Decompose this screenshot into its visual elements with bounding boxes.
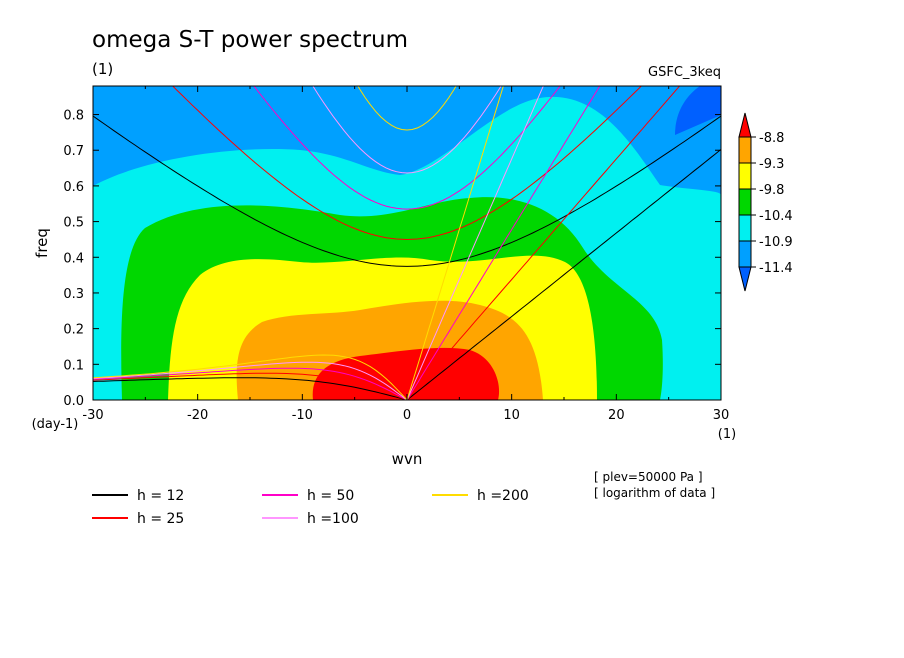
colorbar-swatch [738, 240, 752, 268]
colorbar-swatch [738, 162, 752, 190]
y-tick-label: 0.1 [63, 358, 84, 373]
x-tick-label: 10 [503, 408, 520, 423]
x-tick-label: -20 [187, 408, 208, 423]
y-tick-label: 0.0 [63, 394, 84, 409]
kelvin-curve [406, 86, 504, 400]
x-tick-label: 20 [608, 408, 625, 423]
gravity-curve [357, 86, 457, 131]
legend-label: h = 25 [137, 511, 184, 527]
chart-subtitle-right: GSFC_3keq [648, 65, 721, 80]
x-tick-label: -30 [82, 408, 103, 423]
colorbar-label: -9.8 [759, 183, 784, 198]
x-tick-label: 0 [403, 408, 411, 423]
rossby-curve [93, 361, 408, 400]
legend-label: h = 50 [307, 488, 354, 504]
y-tick-label: 0.6 [63, 180, 84, 195]
colorbar-swatch [738, 188, 752, 216]
colorbar-label: -8.8 [759, 131, 784, 146]
kelvin-curve [406, 86, 681, 400]
note-logarithm: [ logarithm of data ] [594, 486, 715, 500]
gravity-curve [171, 86, 643, 241]
colorbar-label: -9.3 [759, 157, 784, 172]
colorbar-bottom-arrow [738, 266, 752, 292]
y-tick-label: 0.3 [63, 287, 84, 302]
kelvin-curve [406, 149, 721, 400]
y-tick-label: 0.5 [63, 216, 84, 231]
y-tick-label: 0.2 [63, 323, 84, 338]
x-tick-label: -10 [292, 408, 313, 423]
y-axis-label: freq [33, 228, 51, 258]
x-axis: -30 -20 -10 0 10 20 30 [82, 86, 729, 423]
y-tick-label: 0.4 [63, 251, 84, 266]
legend-label: h = 12 [137, 488, 184, 504]
x-tick-label: 30 [713, 408, 730, 423]
gravity-curve [253, 86, 561, 210]
rossby-curve [93, 354, 408, 400]
dispersion-curves [93, 86, 721, 400]
rossby-curve [93, 372, 408, 400]
gravity-curve [93, 115, 721, 267]
colorbar-top-arrow [738, 112, 752, 138]
y-unit-label: (day-1) [32, 417, 79, 432]
colorbar-label: -11.4 [759, 261, 793, 276]
colorbar-swatch [738, 136, 752, 164]
x-unit-label: (1) [718, 427, 736, 442]
legend-label: h =200 [477, 488, 529, 504]
kelvin-curve [406, 86, 601, 400]
legend: h = 12 h = 25 h = 50 h =100 h =200 [92, 488, 529, 527]
chart-title: omega S-T power spectrum [92, 27, 408, 53]
x-axis-label: wvn [392, 450, 423, 468]
colorbar-label: -10.9 [759, 235, 793, 250]
y-tick-label: 0.7 [63, 144, 84, 159]
rossby-curve [93, 367, 408, 400]
y-axis: 0.0 0.1 0.2 0.3 0.4 0.5 0.6 0.7 0.8 [63, 109, 721, 409]
legend-label: h =100 [307, 511, 359, 527]
chart-subtitle-left: (1) [92, 60, 113, 78]
note-plev: [ plev=50000 Pa ] [594, 470, 703, 484]
contour-fills [93, 86, 721, 400]
kelvin-curve [406, 86, 544, 400]
y-tick-label: 0.8 [63, 109, 84, 124]
colorbar-swatch [738, 214, 752, 242]
colorbar: -8.8 -9.3 -9.8 -10.4 -10.9 -11.4 [738, 112, 793, 292]
colorbar-label: -10.4 [759, 209, 793, 224]
gravity-curve [312, 86, 502, 174]
rossby-curve [93, 377, 408, 400]
